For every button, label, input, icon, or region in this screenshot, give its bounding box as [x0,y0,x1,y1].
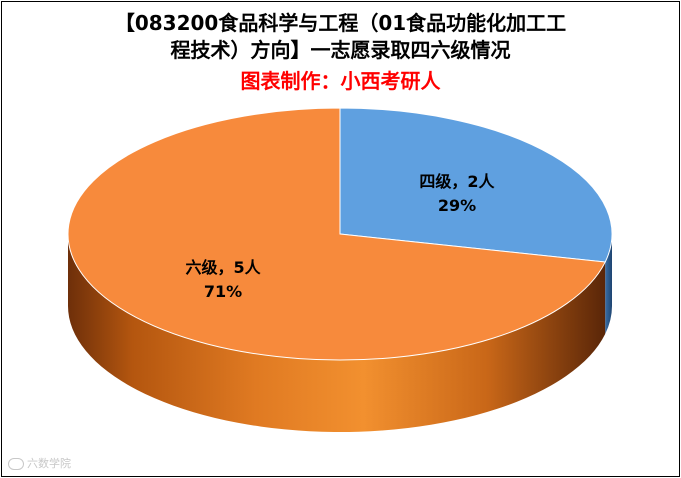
pie-side-1 [68,234,606,433]
chart-title-line-2: 程技术）方向】一志愿录取四六级情况 [170,38,511,62]
chart-credit: 图表制作：小西考研人 [240,69,441,93]
chart-title: 【083200食品科学与工程（01食品功能化加工工 程技术）方向】一志愿录取四六… [0,10,681,64]
pie-percent-1: 71% [204,282,242,301]
pie-percent-0: 29% [438,196,476,215]
pie-slice-0 [339,107,613,263]
watermark: 六数学院 [8,455,71,471]
pie-label-0: 四级，2人 [419,172,495,191]
watermark-text: 六数学院 [27,457,71,470]
pie-label-1: 六级，5人 [185,258,261,277]
watermark-logo-icon [8,458,24,470]
pie-slice-1 [67,107,606,361]
chart-title-line-1: 【083200食品科学与工程（01食品功能化加工工 [114,11,567,35]
